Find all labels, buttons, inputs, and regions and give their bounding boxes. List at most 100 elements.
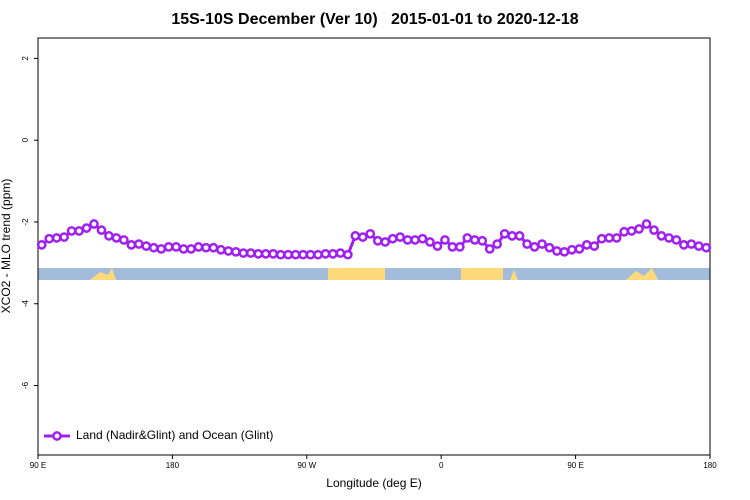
- y-tick-label: 0: [21, 137, 30, 142]
- point: [477, 235, 488, 246]
- land-band: [90, 268, 116, 280]
- point: [656, 231, 667, 241]
- point: [141, 241, 152, 251]
- point: [343, 249, 353, 260]
- point: [544, 242, 555, 253]
- point: [649, 225, 659, 235]
- y-tick-label: -4: [21, 300, 30, 308]
- point: [335, 248, 346, 258]
- y-axis-label: XCO2 - MLO trend (ppm): [0, 179, 13, 314]
- point: [104, 231, 114, 241]
- point: [462, 233, 473, 243]
- x-axis-label: Longitude (deg E): [326, 476, 421, 490]
- point: [163, 242, 174, 252]
- point: [492, 239, 503, 249]
- point: [634, 224, 644, 234]
- point: [410, 235, 420, 245]
- point: [44, 233, 55, 244]
- point: [148, 242, 159, 253]
- point: [387, 233, 398, 244]
- x-tick-label: 180: [703, 461, 717, 470]
- point: [74, 226, 84, 236]
- x-tick-label: 90 E: [567, 461, 583, 470]
- point: [380, 237, 391, 247]
- point: [469, 235, 480, 245]
- point: [522, 239, 532, 249]
- point: [514, 231, 525, 241]
- point: [567, 244, 577, 255]
- point: [245, 248, 256, 258]
- point: [238, 248, 249, 258]
- point: [350, 231, 361, 241]
- point: [208, 242, 219, 253]
- point: [186, 244, 196, 254]
- land-ocean-band: [38, 268, 710, 280]
- point: [268, 249, 279, 259]
- point: [484, 244, 495, 254]
- point: [365, 228, 376, 239]
- x-tick-label: 90 W: [297, 461, 316, 470]
- point: [372, 235, 383, 246]
- point: [679, 240, 689, 250]
- legend-marker: [52, 431, 62, 441]
- legend-label: Land (Nadir&Glint) and Ocean (Glint): [76, 428, 273, 442]
- point: [96, 225, 107, 235]
- land-band: [461, 268, 503, 280]
- point: [395, 232, 405, 242]
- point: [231, 246, 241, 257]
- point: [529, 242, 540, 252]
- point: [581, 240, 592, 250]
- point: [440, 235, 450, 245]
- point: [537, 239, 547, 249]
- point: [126, 240, 137, 250]
- point: [201, 242, 211, 253]
- point: [589, 241, 600, 251]
- point: [133, 239, 144, 249]
- point: [693, 241, 704, 251]
- land-band: [328, 268, 385, 280]
- point: [447, 242, 458, 252]
- point: [664, 233, 674, 243]
- point: [275, 249, 286, 260]
- point: [156, 244, 167, 254]
- point: [313, 249, 323, 260]
- x-tick-label: 0: [439, 461, 444, 470]
- point: [305, 249, 316, 260]
- land-band: [626, 268, 658, 280]
- point: [559, 246, 570, 257]
- point: [111, 233, 122, 243]
- point: [425, 237, 435, 247]
- point: [357, 232, 368, 242]
- point: [119, 235, 129, 245]
- point: [298, 249, 308, 260]
- chart-title: 15S-10S December (Ver 10) 2015-01-01 to …: [171, 11, 578, 28]
- point: [81, 223, 92, 233]
- point: [701, 242, 712, 253]
- point: [320, 249, 331, 259]
- point: [626, 226, 637, 236]
- point: [253, 249, 264, 259]
- y-tick-label: -6: [21, 381, 30, 389]
- point: [223, 246, 234, 256]
- point: [499, 228, 510, 239]
- x-tick-label: 180: [166, 461, 180, 470]
- point: [455, 242, 465, 252]
- point: [193, 242, 204, 252]
- point: [604, 233, 615, 243]
- point: [66, 226, 77, 236]
- point: [89, 219, 99, 229]
- point: [171, 242, 181, 252]
- land-band: [510, 270, 518, 280]
- point: [216, 244, 226, 255]
- point: [574, 244, 585, 254]
- x-tick-label: 90 E: [30, 461, 46, 470]
- point: [641, 219, 652, 229]
- point: [417, 233, 428, 244]
- y-tick-label: 2: [21, 56, 30, 61]
- point: [552, 246, 562, 256]
- point: [178, 244, 189, 254]
- point: [611, 233, 622, 243]
- point: [36, 240, 47, 250]
- point: [328, 249, 338, 259]
